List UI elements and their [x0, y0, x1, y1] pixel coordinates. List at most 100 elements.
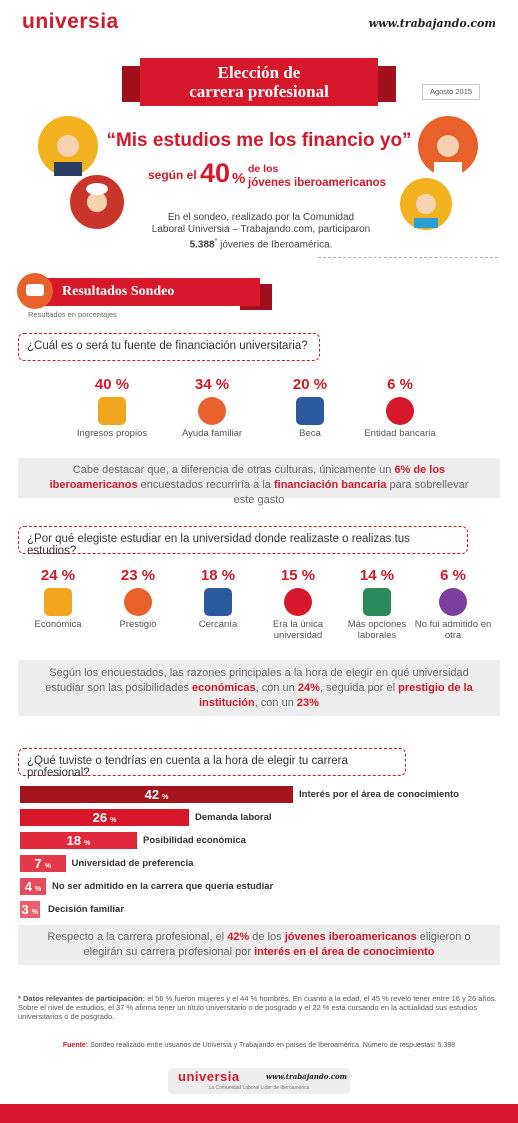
item-percent: 40 %: [94, 376, 130, 393]
footer-band: [0, 1104, 518, 1123]
item: 24 % Económica: [16, 567, 100, 630]
bar-value: 7: [34, 856, 42, 871]
item: 20 % Beca: [268, 376, 352, 439]
partner-logo: www.trabajando.com: [368, 17, 496, 30]
question: ¿Por qué elegiste estudiar en la univers…: [18, 526, 468, 557]
item: 18 % Cercanía: [176, 567, 260, 630]
item-percent: 6 %: [387, 376, 413, 393]
footnote: * Datos relevantes de participación: el …: [18, 994, 500, 1021]
stat-suffix: jóvenes iberoamericanos: [248, 177, 387, 189]
item-label: Ayuda familiar: [181, 428, 243, 439]
bar-label: Demanda laboral: [195, 812, 272, 823]
text-segment: , seguida por el: [319, 682, 399, 694]
item-label: Económica: [34, 619, 82, 630]
title: Elección de carrera profesional: [140, 58, 378, 106]
question: ¿Cuál es o será tu fuente de financiació…: [18, 333, 320, 361]
text-segment: jóvenes iberoamericanos: [284, 931, 417, 943]
bar-unit: %: [35, 886, 42, 893]
bar: 42%: [20, 786, 293, 803]
item-percent: 23 %: [120, 567, 156, 584]
item-percent: 14 %: [359, 567, 395, 584]
avatar-face: [57, 135, 79, 157]
item-label: Cercanía: [198, 619, 238, 630]
stat-value: 40: [200, 158, 231, 188]
text-segment: eligieron o elegirán su carrera profesio…: [83, 931, 471, 958]
item-label: No fui admitido en otra: [414, 619, 492, 641]
bar: 4%: [20, 878, 46, 895]
bar-value: 42: [144, 787, 160, 802]
text-segment: 42%: [227, 931, 250, 943]
avatar-face: [416, 194, 436, 214]
item-icon: [198, 397, 226, 425]
bar: 18%: [20, 832, 137, 849]
note: Respecto a la carrera profesional, el 42…: [18, 925, 500, 965]
text-segment: Según los encuestados, las razones princ…: [45, 667, 469, 694]
item: 23 % Prestigio: [96, 567, 180, 630]
source: Fuente: Sondeo realizado entre usuarios …: [18, 1042, 500, 1049]
item-icon: [204, 588, 232, 616]
footer-tagline: La Comunidad Laboral Líder de Iberoaméri…: [208, 1085, 310, 1091]
item-label: Era la única universidad: [272, 619, 324, 641]
text-segment: financiación bancaria: [273, 479, 387, 491]
avatar-face: [437, 135, 459, 157]
bar-unit: %: [84, 840, 91, 847]
text-segment: el 56 % fueron mujeres y el 44 % hombres…: [18, 994, 497, 1021]
item: 15 % Era la única universidad: [256, 567, 340, 641]
bar-label: Posibilidad económica: [143, 835, 246, 846]
footer-logo: universia: [178, 1069, 240, 1084]
item-percent: 20 %: [292, 376, 328, 393]
icon-bubble: [26, 284, 44, 296]
item-icon: [44, 588, 72, 616]
item-icon: [363, 588, 391, 616]
section-note: Resultados en porcentajes: [28, 310, 117, 319]
divider: [318, 257, 498, 258]
text-segment: , con un: [255, 682, 298, 694]
avatars: [38, 116, 478, 230]
text-segment: 23%: [296, 697, 319, 709]
text-segment: Cabe destacar que, a diferencia de otras…: [72, 464, 395, 476]
bar-label: No ser admitido en la carrera que quería…: [52, 881, 274, 892]
item-icon: [296, 397, 324, 425]
text-segment: *: [214, 238, 218, 245]
stat-suffix: de los: [248, 163, 279, 175]
avatar-face: [87, 192, 107, 212]
item-icon: [124, 588, 152, 616]
text-segment: * Datos relevantes de participación:: [18, 994, 146, 1003]
item-label: Prestigio: [119, 619, 157, 630]
date: Agosto 2015: [422, 84, 480, 100]
bar-unit: %: [110, 817, 117, 824]
item-icon: [386, 397, 414, 425]
text-segment: de los: [249, 931, 285, 943]
logo: universia: [22, 10, 119, 33]
item-percent: 15 %: [280, 567, 316, 584]
item-label: Más opciones laborales: [347, 619, 407, 641]
text-segment: 24%: [297, 682, 320, 694]
quote: “Mis estudios me los financio yo”: [106, 130, 412, 151]
item-label: Entidad bancaria: [364, 428, 436, 439]
bar-value: 26: [92, 810, 108, 825]
footer-partner: www.trabajando.com: [266, 1072, 348, 1081]
avatar-hat: [86, 183, 108, 195]
item: 14 % Más opciones laborales: [335, 567, 419, 641]
stat-prefix: según el: [148, 168, 197, 182]
bar-unit: %: [31, 909, 38, 916]
bar-label: Universidad de preferencia: [71, 858, 194, 869]
text-segment: Fuente:: [62, 1042, 89, 1049]
bar-value: 4: [24, 879, 32, 894]
bar-unit: %: [44, 863, 51, 870]
item: 40 % Ingresos propios: [70, 376, 154, 439]
item-percent: 18 %: [200, 567, 236, 584]
item: 6 % No fui admitido en otra: [411, 567, 495, 641]
text-segment: Respecto a la carrera profesional, el: [47, 931, 228, 943]
item-icon: [98, 397, 126, 425]
note: Según los encuestados, las razones princ…: [18, 660, 500, 716]
footer-box: universia www.trabajando.com La Comunida…: [168, 1068, 350, 1094]
avatar-body: [434, 162, 462, 176]
section-title: Resultados Sondeo: [42, 278, 260, 306]
footer-pattern: [0, 1104, 518, 1123]
item-percent: 34 %: [194, 376, 230, 393]
bar-unit: %: [162, 794, 169, 801]
item-label: Ingresos propios: [76, 428, 148, 439]
